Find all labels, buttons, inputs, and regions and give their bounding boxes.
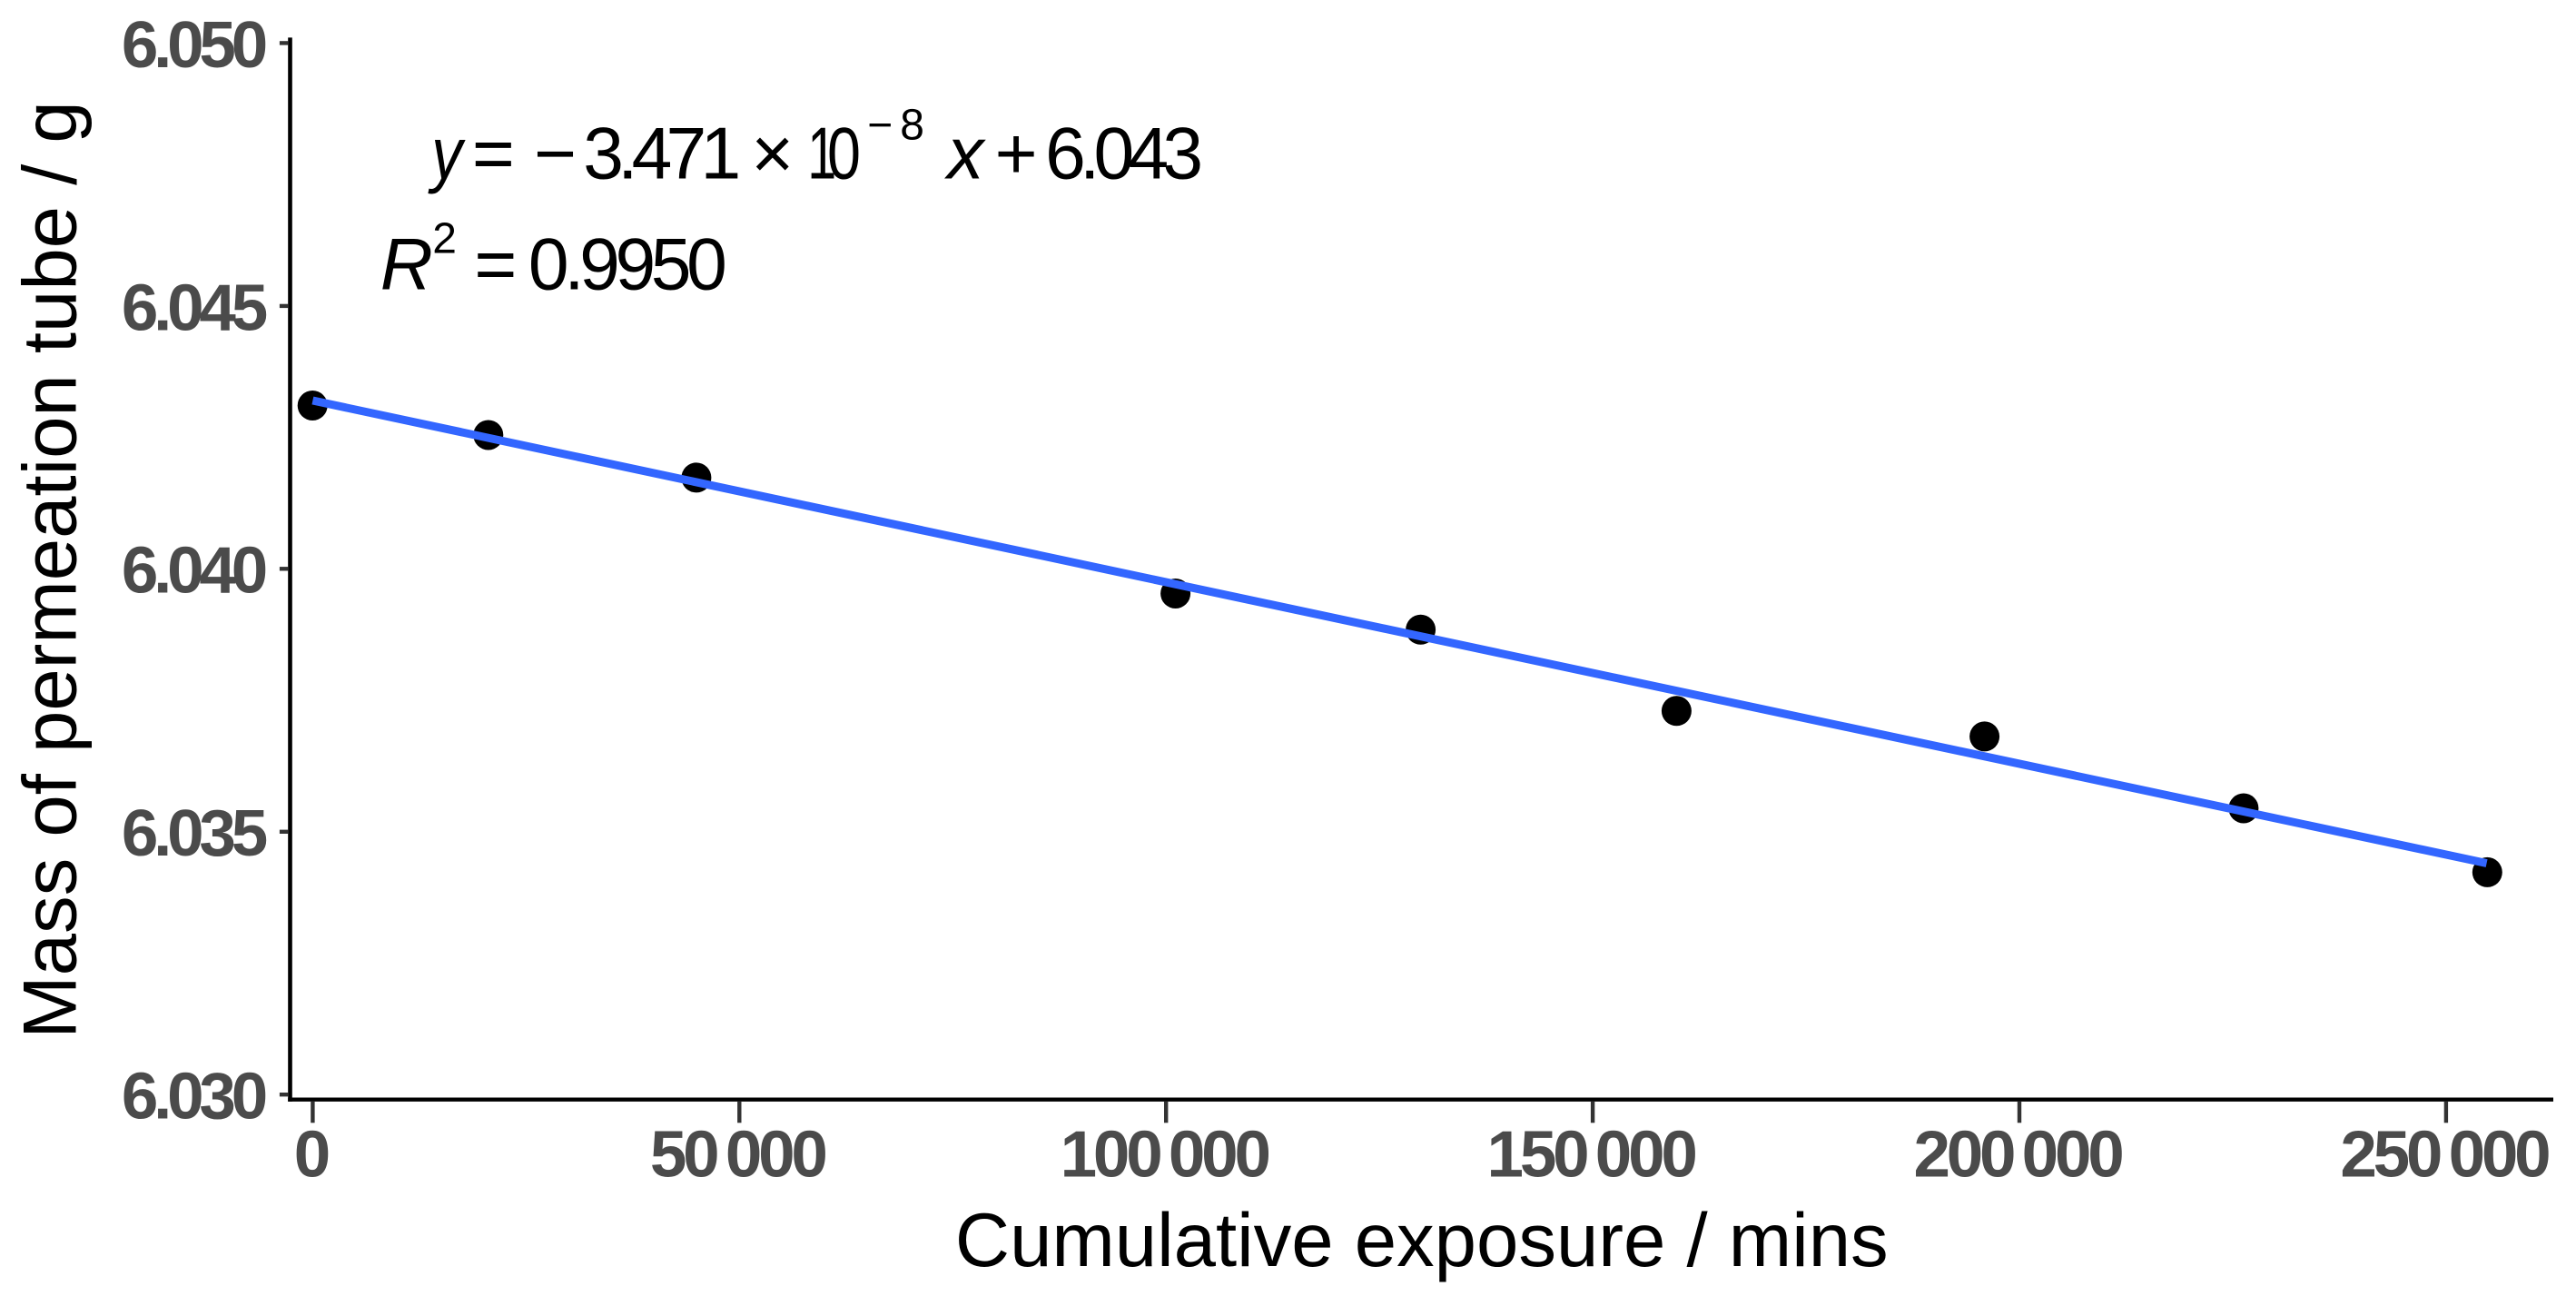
svg-text:Mass of permeation tube / g: Mass of permeation tube / g bbox=[8, 101, 93, 1039]
svg-text:150 000: 150 000 bbox=[1487, 1118, 1696, 1192]
svg-text:6.050: 6.050 bbox=[122, 8, 266, 82]
svg-text:6.045: 6.045 bbox=[122, 271, 267, 344]
svg-text:0: 0 bbox=[294, 1118, 329, 1192]
svg-text:6.030: 6.030 bbox=[122, 1060, 266, 1133]
svg-text:6.035: 6.035 bbox=[122, 796, 267, 870]
svg-text:50 000: 50 000 bbox=[650, 1118, 826, 1192]
svg-text:200 000: 200 000 bbox=[1913, 1118, 2122, 1192]
svg-text:100 000: 100 000 bbox=[1061, 1118, 1269, 1192]
svg-text:6.040: 6.040 bbox=[122, 534, 266, 608]
svg-text:y=−3.471×10−8x+6.043: y= −3.471 × 10−8 x +6.043 bbox=[428, 102, 1200, 195]
svg-text:Cumulative exposure / mins: Cumulative exposure / mins bbox=[955, 1198, 1889, 1282]
svg-text:R2=0.9950: R2 = 0.9950 bbox=[380, 214, 725, 305]
svg-text:250 000: 250 000 bbox=[2340, 1118, 2549, 1192]
